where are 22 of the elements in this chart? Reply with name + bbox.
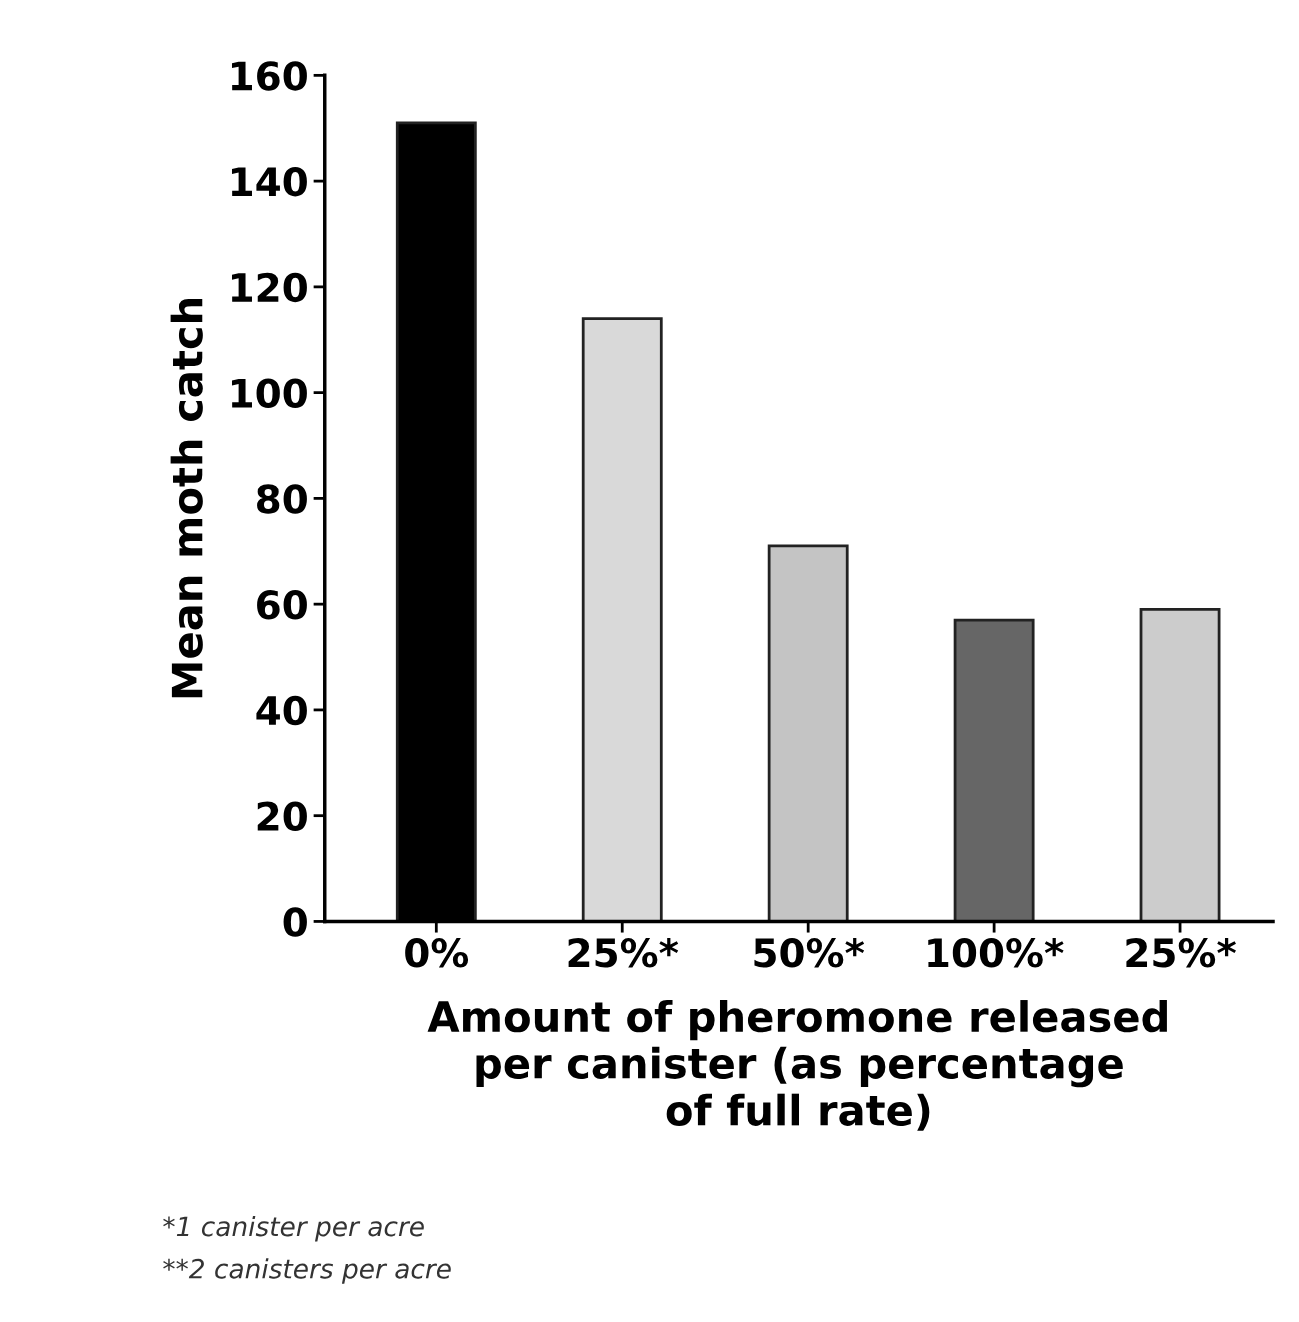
y-tick-label: 140 xyxy=(231,167,307,197)
x-tick-label: 0% xyxy=(405,938,469,968)
y-tick-label: 20 xyxy=(257,801,307,831)
x-tick-label: 100%* xyxy=(928,938,1064,968)
y-tick-label: 100 xyxy=(231,378,307,408)
bar xyxy=(1139,608,1221,922)
y-tick-label: 0 xyxy=(283,907,307,937)
bar xyxy=(767,544,849,922)
y-tick-label: 160 xyxy=(231,61,307,91)
y-tick-label: 80 xyxy=(257,484,307,514)
x-tick-label: 50%* xyxy=(754,938,865,968)
y-tick-label: 120 xyxy=(231,272,307,303)
x-tick-label: 25%* xyxy=(568,938,679,968)
text: **2 canisters per acre xyxy=(163,1258,451,1284)
bar xyxy=(581,317,663,922)
x-axis-title: Amount of pheromone released per canister (as percentage of full rate) xyxy=(427,1000,1167,1131)
text: *1 canister per acre xyxy=(163,1216,424,1242)
y-tick-label: 60 xyxy=(257,590,307,620)
y-tick-label: 40 xyxy=(256,695,307,726)
x-tick-label: 25%* xyxy=(1126,938,1236,968)
y-axis-title: Mean moth catch xyxy=(170,299,203,698)
bar xyxy=(953,618,1035,922)
